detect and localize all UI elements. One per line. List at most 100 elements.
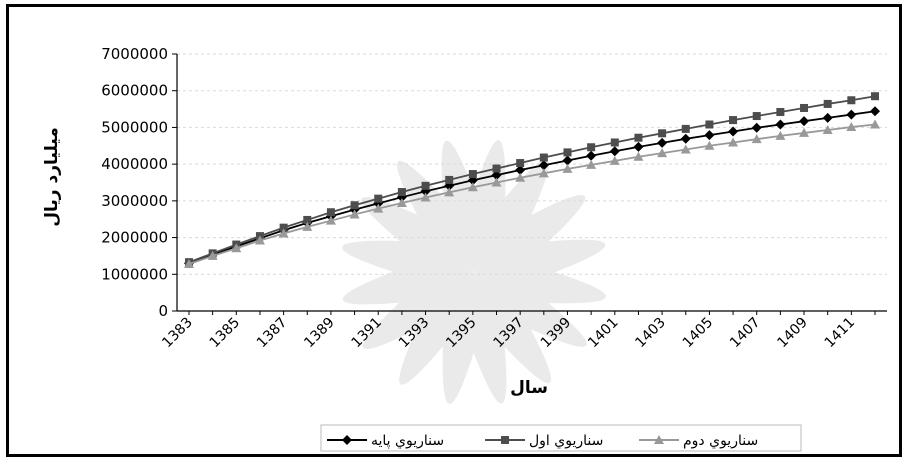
data-point [278, 228, 289, 238]
data-point [516, 159, 525, 168]
data-point [501, 436, 509, 444]
data-point [562, 163, 573, 173]
x-tick-label: 1411 [822, 315, 859, 352]
legend-label: سناريوي دوم [683, 433, 758, 449]
legend-label: سناريوي اول [529, 433, 603, 449]
data-point [538, 160, 549, 171]
data-point [729, 116, 738, 125]
data-point [421, 181, 430, 190]
watermark-petal [474, 272, 552, 384]
watermark-petal [361, 197, 474, 272]
data-point [799, 116, 810, 127]
data-point [704, 130, 715, 141]
data-point [823, 99, 832, 108]
y-tick-label: 0 [158, 302, 168, 320]
data-point [467, 182, 478, 192]
data-point [705, 120, 714, 129]
data-point [776, 108, 785, 117]
data-point [397, 188, 406, 197]
watermark-petal [342, 240, 474, 272]
data-point [681, 124, 690, 133]
y-tick-label: 5000000 [101, 118, 168, 136]
y-tick-label: 7000000 [101, 45, 168, 63]
data-point [609, 146, 620, 157]
watermark-ornament [342, 140, 606, 404]
data-point [184, 259, 194, 269]
data-point [658, 129, 667, 138]
data-point [751, 122, 762, 133]
data-point [799, 127, 810, 137]
legend-label: سناريوي پايه [371, 433, 444, 449]
data-point [342, 435, 352, 445]
data-point [633, 141, 644, 152]
data-point [515, 172, 526, 182]
data-point [728, 126, 739, 137]
x-axis-label: سال [510, 378, 548, 398]
data-point [231, 243, 242, 253]
data-point [279, 223, 288, 232]
data-point [325, 215, 336, 225]
data-point [657, 137, 668, 148]
watermark-petal [441, 140, 475, 272]
data-point [846, 122, 857, 132]
series-line [188, 123, 876, 265]
y-tick-label: 4000000 [101, 155, 168, 173]
data-point [680, 144, 691, 154]
data-point [610, 138, 619, 147]
data-point [374, 194, 383, 203]
watermark-petal [474, 239, 606, 273]
x-tick-label: 1403 [632, 315, 669, 352]
y-axis-label: میلیارد ریال [42, 127, 62, 226]
y-tick-label: 2000000 [101, 229, 168, 247]
x-tick-label: 1385 [207, 315, 244, 352]
data-point [539, 153, 548, 162]
data-point [445, 175, 454, 184]
data-point [822, 112, 833, 123]
data-point [302, 221, 313, 231]
data-point [704, 140, 715, 150]
data-point [586, 150, 597, 161]
data-point [775, 130, 786, 140]
data-point [870, 106, 880, 117]
watermark-petal [474, 272, 587, 347]
data-point [634, 133, 643, 142]
data-point [752, 112, 761, 121]
data-point [847, 96, 856, 105]
legend: سناريوي پايه سناريوي اول سناريوي دوم [320, 424, 802, 452]
data-point [492, 164, 501, 173]
data-point [562, 155, 573, 166]
data-point [633, 151, 644, 161]
data-point [775, 119, 786, 130]
data-point [728, 137, 739, 147]
data-point [349, 209, 360, 219]
data-point [846, 109, 857, 120]
watermark-petal [474, 194, 586, 272]
data-point [491, 177, 502, 187]
data-point [538, 168, 549, 178]
x-tick-label: 1401 [585, 315, 622, 352]
data-point [654, 435, 664, 444]
data-point [303, 215, 312, 224]
data-point [563, 148, 572, 157]
y-tick-label: 1000000 [101, 265, 168, 283]
data-point [207, 250, 218, 260]
data-point [515, 165, 526, 176]
chart-frame: 0 1000000 2000000 3000000 4000000 5000000 6000… [6, 4, 902, 457]
watermark-petal [473, 272, 507, 404]
data-point [420, 192, 431, 202]
watermark-petal [342, 271, 474, 305]
y-tick-label: 3000000 [101, 192, 168, 210]
data-point [326, 208, 335, 217]
gridlines [172, 53, 887, 312]
x-tick-label: 1389 [301, 315, 338, 352]
data-point [871, 92, 879, 101]
data-point [396, 198, 407, 208]
data-point [657, 148, 668, 158]
line-chart: 0 1000000 2000000 3000000 4000000 5000000 6000… [42, 45, 887, 452]
data-point [491, 170, 502, 181]
x-tick-label: 1405 [680, 315, 717, 352]
watermark-petal [474, 272, 606, 304]
axes [176, 54, 887, 315]
data-point [586, 159, 597, 169]
y-tick-labels: 0 1000000 2000000 3000000 4000000 5000000 6000… [101, 45, 168, 320]
